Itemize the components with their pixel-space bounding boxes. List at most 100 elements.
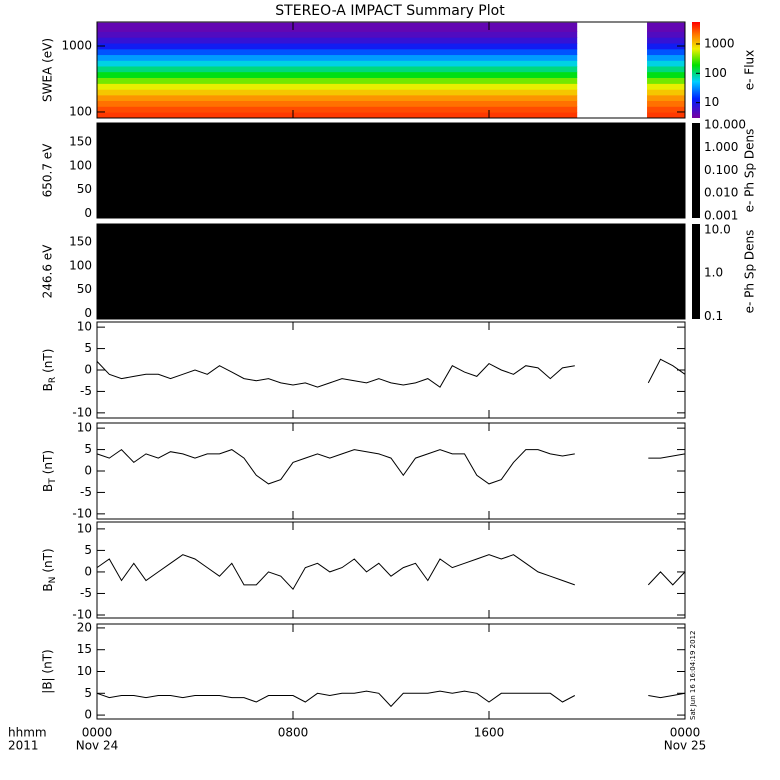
colorbar	[692, 224, 700, 319]
y-tick-label: 150	[69, 235, 92, 249]
spectrogram-cell	[97, 65, 578, 73]
spectrogram-cell	[647, 65, 685, 73]
y-label-main: B	[41, 383, 55, 391]
y-label-sub: R	[48, 377, 58, 383]
y-tick-label: -10	[72, 607, 92, 621]
y-tick-label: 20	[77, 620, 92, 634]
y-tick-label: 5	[84, 686, 92, 700]
date-label: Nov 24	[76, 739, 119, 753]
y-tick-label: 10	[77, 521, 92, 535]
spectrogram-cell	[97, 22, 578, 32]
spectrogram-cell	[97, 60, 578, 67]
y-tick-label: 15	[77, 642, 92, 656]
colorbar-tick-label: 100	[704, 66, 727, 80]
time-axis-label: hhmm	[8, 726, 47, 740]
y-tick-label: -10	[72, 506, 92, 520]
y-axis-label: BT (nT)	[41, 450, 58, 492]
y-label-unit: (nT)	[41, 548, 55, 572]
y-tick-label: 10	[77, 664, 92, 678]
y-tick-label: -5	[80, 586, 92, 600]
y-tick-label: 0	[84, 206, 92, 220]
plot-title: STEREO-A IMPACT Summary Plot	[275, 3, 505, 19]
spectrogram-cell	[97, 77, 578, 84]
y-axis-label: 246.6 eV	[41, 244, 55, 299]
colorbar-tick-label: 10	[704, 95, 719, 109]
y-tick-label: 0	[84, 363, 92, 377]
spectrogram-cell	[97, 83, 578, 90]
spectrogram-cell	[97, 100, 578, 107]
panel-frame	[96, 21, 686, 119]
y-tick-label: 5	[84, 341, 92, 355]
y-tick-label: 0	[84, 708, 92, 722]
spectrogram-cell	[97, 94, 578, 101]
y-axis-label: BR (nT)	[41, 349, 58, 392]
colorbar-tick-label: 1.000	[704, 140, 738, 154]
colorbar-label: e- Flux	[743, 50, 757, 90]
spectrogram-cell	[647, 112, 685, 119]
spectrogram-cell	[647, 54, 685, 61]
date-label: Nov 25	[664, 739, 707, 753]
spectrogram-cell	[647, 89, 685, 96]
spectrogram-cell	[97, 43, 578, 50]
y-tick-label: 0	[84, 306, 92, 320]
spectrogram-cell	[647, 48, 685, 56]
y-tick-label: 50	[77, 282, 92, 296]
empty-spectrogram	[97, 224, 685, 319]
spectrogram-cell	[647, 43, 685, 50]
panel-frame	[96, 223, 686, 320]
panel-frame	[96, 122, 686, 219]
y-tick-label: 0	[84, 564, 92, 578]
colorbar	[692, 22, 700, 118]
panel-frame	[96, 521, 686, 619]
spectrogram-cell	[97, 89, 578, 96]
spectrogram-cell	[97, 48, 578, 56]
x-tick-label: 1600	[474, 726, 505, 740]
spectrogram-cell	[97, 31, 578, 38]
colorbar-tick-label: 1000	[704, 36, 735, 50]
timestamp: Sat Jun 16 16:04:19 2012	[689, 631, 697, 720]
spectrogram-cell	[647, 37, 685, 44]
y-axis-label: BN (nT)	[41, 548, 58, 591]
colorbar-label: e- Ph Sp Dens	[743, 230, 757, 314]
y-tick-label: 100	[69, 158, 92, 172]
colorbar-tick-label: 10.000	[704, 117, 746, 131]
y-tick-label: 100	[69, 258, 92, 272]
spectrogram-cell	[647, 77, 685, 84]
y-tick-label: -10	[72, 405, 92, 419]
y-tick-label: 50	[77, 182, 92, 196]
y-label-main: B	[41, 583, 55, 591]
spectrogram-cell	[97, 37, 578, 44]
x-tick-label: 0800	[278, 726, 309, 740]
y-tick-label: 5	[84, 543, 92, 557]
x-tick-label: 0000	[670, 726, 701, 740]
spectrogram-cell	[647, 60, 685, 67]
y-label-unit: (nT)	[41, 450, 55, 474]
spectrogram-cell	[647, 31, 685, 38]
panel-frame	[96, 422, 686, 520]
spectrogram-cell	[97, 71, 578, 78]
y-tick-label: -5	[80, 384, 92, 398]
y-label-main: B	[41, 484, 55, 492]
data-line	[96, 690, 686, 708]
spectrogram-cell	[97, 106, 578, 113]
colorbar-tick-label: 10.0	[704, 223, 731, 237]
y-axis-label: |B| (nT)	[41, 649, 55, 693]
spectrogram-cell	[97, 54, 578, 61]
data-line	[96, 448, 686, 485]
panel-frame	[96, 623, 686, 720]
colorbar-tick-label: 1.0	[704, 266, 723, 280]
y-tick-label: 150	[69, 135, 92, 149]
colorbar-tick-label: 0.010	[704, 186, 738, 200]
y-tick-label: 10	[77, 320, 92, 334]
colorbar-tick-label: 0.001	[704, 208, 738, 222]
colorbar-label: e- Ph Sp Dens	[743, 129, 757, 213]
spectrogram-cell	[647, 100, 685, 107]
y-tick-label: 0	[84, 464, 92, 478]
y-tick-label: -5	[80, 485, 92, 499]
empty-spectrogram	[97, 123, 685, 218]
colorbar-tick-label: 0.1	[704, 309, 723, 323]
spectrogram-cell	[647, 83, 685, 90]
spectrogram-cell	[647, 71, 685, 78]
y-label-sub: T	[48, 478, 58, 485]
